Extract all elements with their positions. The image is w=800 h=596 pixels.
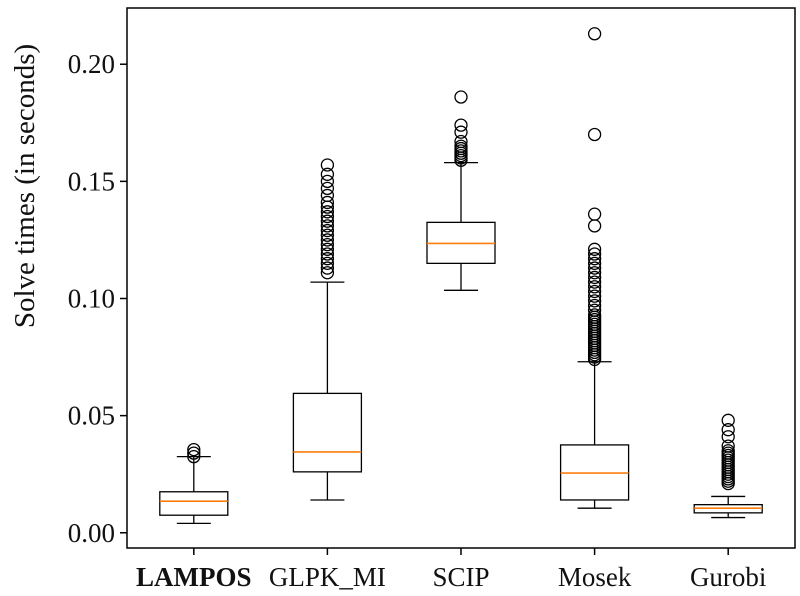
boxes-layer: [159, 27, 763, 525]
outlier-point: [454, 90, 468, 104]
outlier-point: [587, 275, 602, 289]
y-tick-label: 0.15: [68, 166, 115, 196]
outlier-point: [587, 242, 602, 256]
outlier-point: [320, 205, 335, 219]
outlier-point: [187, 446, 201, 460]
outlier-point: [587, 127, 602, 142]
outlier-point: [320, 214, 335, 228]
iqr-box: [159, 491, 229, 516]
x-tick-label-mosek: Mosek: [558, 562, 632, 592]
outlier-point: [187, 449, 201, 464]
outlier-point: [320, 233, 335, 247]
iqr-box: [292, 392, 363, 473]
outlier-point: [721, 413, 735, 427]
x-tick-label-scip: SCIP: [432, 562, 489, 592]
x-tick-label-glpk-mi: GLPK_MI: [269, 562, 386, 592]
outlier-point: [320, 174, 335, 189]
x-tick-label-gurobi: Gurobi: [690, 562, 767, 592]
outlier-point: [320, 237, 335, 252]
outlier-point: [320, 256, 335, 271]
outlier-point: [587, 266, 602, 280]
outlier-point: [454, 118, 468, 132]
outlier-point: [320, 181, 335, 196]
box-mosek: [559, 27, 630, 509]
y-tick-label: 0.20: [68, 49, 115, 79]
outlier-point: [587, 280, 602, 294]
outlier-point: [721, 430, 735, 444]
outlier-point: [454, 134, 468, 149]
outlier-point: [587, 247, 602, 261]
outlier-point: [587, 289, 602, 303]
outlier-point: [721, 444, 735, 458]
outlier-point: [587, 256, 602, 271]
y-tick-label: 0.10: [68, 283, 115, 313]
outlier-point: [587, 261, 602, 275]
box-scip: [426, 90, 496, 291]
outlier-point: [587, 27, 602, 41]
outlier-point: [320, 252, 335, 266]
outlier-point: [587, 270, 602, 285]
outlier-point: [587, 308, 602, 322]
outlier-point: [587, 284, 602, 299]
y-tick-label: 0.00: [68, 518, 115, 548]
outlier-point: [721, 439, 735, 453]
outlier-point: [454, 139, 468, 153]
outlier-point: [587, 298, 602, 313]
x-tick-label-lampos: LAMPOS: [136, 562, 252, 592]
outlier-point: [721, 423, 735, 437]
y-axis-title: Solve times (in seconds): [9, 44, 41, 328]
outlier-point: [320, 209, 335, 224]
outlier-point: [320, 195, 335, 210]
outlier-point: [320, 158, 335, 172]
outlier-point: [320, 247, 335, 261]
outlier-point: [187, 442, 201, 457]
outlier-point: [587, 294, 602, 308]
outlier-point: [320, 242, 335, 256]
outlier-point: [320, 223, 335, 238]
outlier-point: [320, 219, 335, 233]
outlier-point: [320, 188, 335, 203]
outlier-point: [320, 167, 335, 181]
outlier-point: [587, 207, 602, 221]
y-axis: 0.00 0.05 0.10 0.15 0.20: [68, 49, 127, 548]
outlier-point: [320, 266, 335, 280]
outlier-point: [587, 219, 602, 233]
outlier-point: [587, 252, 602, 266]
x-axis: LAMPOS GLPK_MI SCIP Mosek Gurobi: [136, 548, 766, 592]
outlier-point: [587, 303, 602, 317]
box-gurobi: [693, 413, 763, 519]
box-lampos: [159, 442, 229, 525]
outlier-point: [320, 261, 335, 275]
y-tick-label: 0.05: [68, 401, 115, 431]
outlier-point: [320, 228, 335, 242]
outlier-point: [454, 125, 468, 139]
box-glpk-mi: [292, 158, 363, 501]
